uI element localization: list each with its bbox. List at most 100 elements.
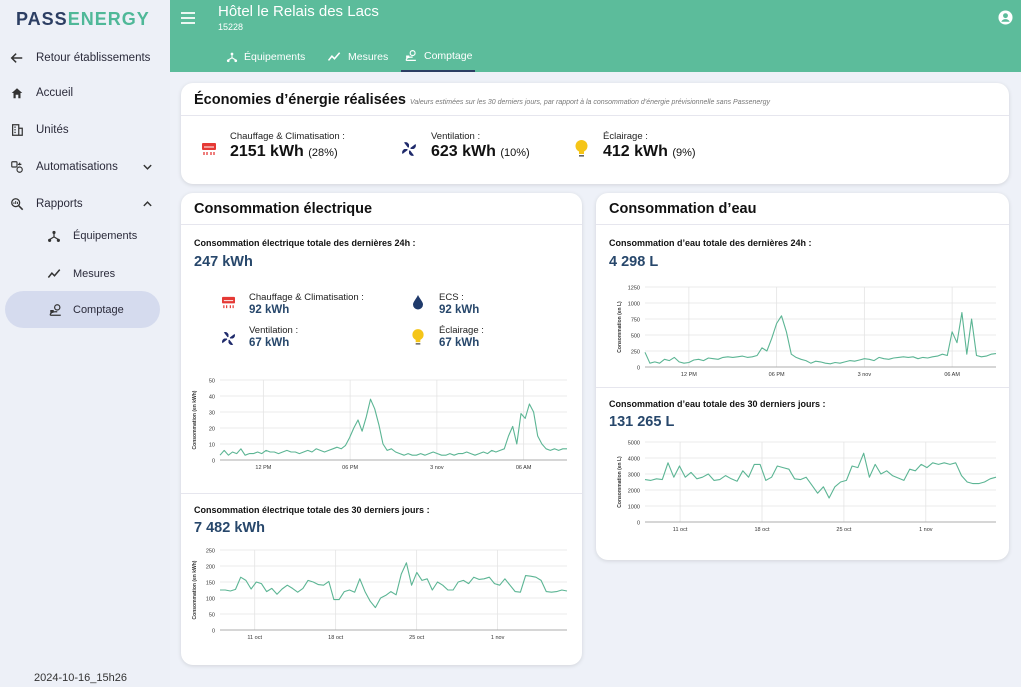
- savings-title: Économies d’énergie réalisées Valeurs est…: [194, 92, 771, 108]
- sidebar-subitem-equipements[interactable]: Équipements: [0, 219, 170, 253]
- water-card: Consommation d’eau Consommation d’eau to…: [596, 193, 1009, 560]
- y-tick-label: 1000: [628, 505, 640, 511]
- trend-icon: [327, 51, 341, 61]
- y-tick-label: 3000: [628, 473, 640, 479]
- y-tick-label: 500: [631, 334, 640, 340]
- water-title: Consommation d’eau: [609, 201, 757, 217]
- meter-icon: [49, 303, 61, 316]
- y-tick-label: 1250: [628, 286, 640, 292]
- home-icon: [11, 88, 23, 99]
- hvac-icon: [222, 296, 235, 309]
- water-24h-chart: 0 250 500 750 1000 1250 12 PM 06 PM 3 nov 06 AM Co…: [617, 286, 997, 378]
- series-line: [219, 398, 567, 456]
- savings-card: Économies d’énergie réalisées Valeurs est…: [181, 83, 1009, 184]
- arrow-left-icon: [10, 53, 23, 63]
- y-tick-label: 250: [206, 549, 215, 555]
- sidebar: PASSENERGY Retour établissements Accueil…: [0, 0, 170, 687]
- water-30d-total: 131 265 L: [609, 414, 675, 430]
- y-tick-label: 1000: [628, 302, 640, 308]
- electric-title: Consommation électrique: [194, 201, 373, 217]
- x-tick-label: 06 PM: [342, 465, 358, 471]
- x-tick-label: 1 nov: [919, 527, 933, 533]
- sidebar-item-accueil[interactable]: Accueil: [0, 76, 170, 110]
- electric-24h-total: 247 kWh: [194, 254, 253, 270]
- back-button[interactable]: Retour établissements: [0, 41, 170, 75]
- hvac-icon: [202, 143, 216, 155]
- y-axis-label: Consommation (en kWh): [192, 560, 198, 619]
- fan-icon: [402, 142, 416, 156]
- brand-logo[interactable]: PASSENERGY: [16, 9, 150, 29]
- y-tick-label: 50: [209, 613, 215, 619]
- y-tick-label: 20: [209, 427, 215, 433]
- x-tick-label: 3 nov: [430, 465, 444, 471]
- x-tick-label: 06 PM: [769, 372, 785, 378]
- fan-icon: [222, 332, 235, 345]
- y-tick-label: 40: [209, 395, 215, 401]
- menu-icon[interactable]: [181, 12, 195, 24]
- x-tick-label: 1 nov: [491, 635, 505, 641]
- y-tick-label: 0: [637, 366, 640, 372]
- meter-icon: [405, 50, 416, 61]
- y-tick-label: 50: [209, 379, 215, 385]
- equipment-icon: [226, 52, 238, 62]
- electric-24h-chart: 0 10 20 30 40 50 12 PM 06 PM 3 nov 06 AM Consommat…: [192, 379, 567, 471]
- building-icon: [12, 124, 23, 136]
- sidebar-item-unites[interactable]: Unités: [0, 113, 170, 147]
- equipment-icon: [48, 230, 60, 242]
- lightbulb-icon: [575, 140, 588, 157]
- y-axis-label: Consommation (en L): [617, 301, 623, 353]
- sidebar-subitem-mesures[interactable]: Mesures: [0, 257, 170, 291]
- y-axis-label: Consommation (en kWh): [192, 390, 198, 449]
- y-tick-label: 30: [209, 411, 215, 417]
- y-axis-label: Consommation (en L): [617, 456, 623, 508]
- y-tick-label: 200: [206, 565, 215, 571]
- tab-comptage[interactable]: Comptage: [401, 41, 476, 72]
- y-tick-label: 250: [631, 350, 640, 356]
- y-tick-label: 150: [206, 581, 215, 587]
- x-tick-label: 18 oct: [755, 527, 770, 533]
- saving-eclairage: Éclairage : 412 kWh (9%): [603, 131, 696, 160]
- water-drop-icon: [413, 295, 423, 310]
- y-tick-label: 0: [212, 629, 215, 635]
- user-account-icon[interactable]: [998, 10, 1013, 25]
- electric-30d-chart: 0 50 100 150 200 250 11 oct 18 oct 25 oct 1 nov Co…: [192, 549, 568, 641]
- x-tick-label: 12 PM: [681, 372, 697, 378]
- x-tick-label: 06 AM: [944, 372, 960, 378]
- series-line: [644, 312, 997, 365]
- x-tick-label: 12 PM: [255, 465, 271, 471]
- chevron-down-icon: [143, 164, 152, 170]
- series-line: [644, 452, 997, 499]
- series-line: [220, 562, 568, 609]
- automation-icon: [11, 161, 23, 173]
- top-header: Hôtel le Relais des Lacs 15228 Équipemen…: [170, 0, 1021, 72]
- hotel-id: 15228: [218, 22, 244, 32]
- tab-mesures[interactable]: Mesures: [327, 41, 388, 72]
- y-tick-label: 10: [209, 443, 215, 449]
- saving-ventilation: Ventilation : 623 kWh (10%): [431, 131, 530, 160]
- sidebar-subitem-comptage[interactable]: Comptage: [5, 291, 160, 328]
- x-tick-label: 06 AM: [516, 465, 532, 471]
- x-tick-label: 11 oct: [247, 635, 262, 641]
- y-tick-label: 0: [637, 521, 640, 527]
- water-24h-total: 4 298 L: [609, 254, 659, 270]
- lightbulb-icon: [412, 329, 424, 345]
- sidebar-item-automatisations[interactable]: Automatisations: [0, 150, 170, 184]
- y-tick-label: 100: [206, 597, 215, 603]
- y-tick-label: 750: [631, 318, 640, 324]
- x-tick-label: 11 oct: [673, 527, 688, 533]
- x-tick-label: 18 oct: [328, 635, 343, 641]
- water-30d-chart: 0 1000 2000 3000 4000 5000 11 oct 18 oct 25 oct 1…: [617, 441, 997, 533]
- sidebar-item-rapports[interactable]: Rapports: [0, 187, 170, 221]
- y-tick-label: 4000: [628, 457, 640, 463]
- report-search-icon: [11, 198, 24, 211]
- build-date: 2024-10-16_15h26: [34, 672, 127, 684]
- y-tick-label: 5000: [628, 441, 640, 447]
- y-tick-label: 2000: [628, 489, 640, 495]
- x-tick-label: 25 oct: [409, 635, 424, 641]
- trend-icon: [47, 269, 61, 278]
- y-tick-label: 0: [212, 459, 215, 465]
- chevron-up-icon: [143, 201, 152, 207]
- tab-equipements[interactable]: Équipements: [226, 41, 305, 72]
- hotel-title: Hôtel le Relais des Lacs: [218, 3, 379, 20]
- electric-30d-total: 7 482 kWh: [194, 520, 265, 536]
